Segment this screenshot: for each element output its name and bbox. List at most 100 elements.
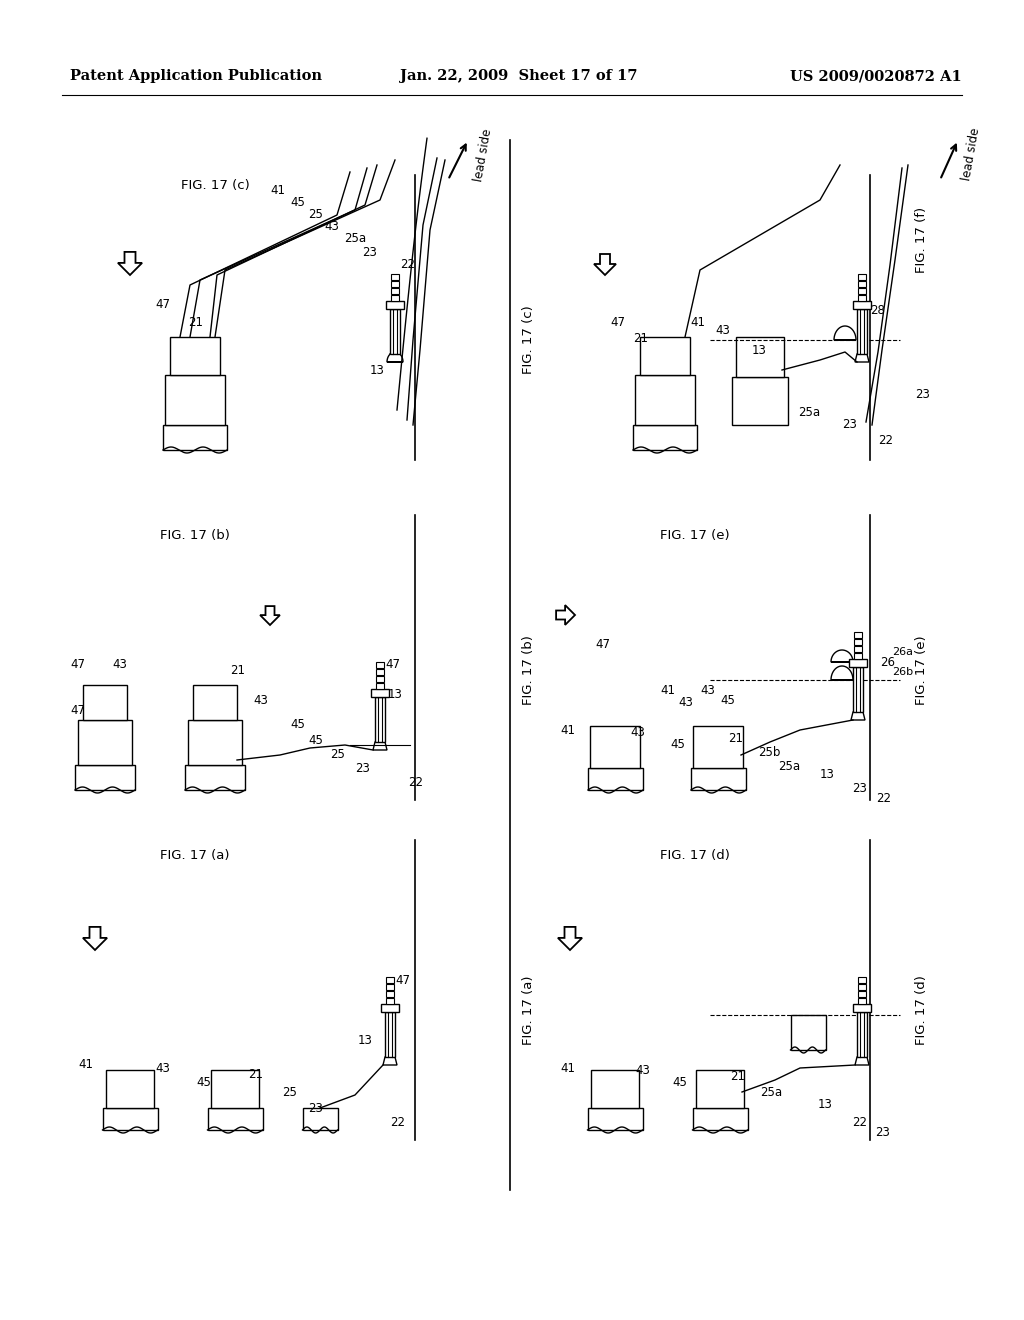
Bar <box>858 983 866 990</box>
Text: 45: 45 <box>290 718 305 731</box>
Text: 43: 43 <box>630 726 645 738</box>
Text: 43: 43 <box>678 696 693 709</box>
Bar <box>83 685 127 719</box>
Bar <box>692 1107 748 1130</box>
Bar <box>858 991 866 997</box>
Bar <box>376 682 384 689</box>
Text: FIG. 17 (d): FIG. 17 (d) <box>915 975 928 1045</box>
Text: 23: 23 <box>915 388 930 401</box>
Bar <box>385 1012 395 1057</box>
Text: 13: 13 <box>358 1034 373 1047</box>
Text: 45: 45 <box>196 1076 211 1089</box>
Bar <box>386 301 404 309</box>
Bar <box>858 294 866 301</box>
Text: FIG. 17 (a): FIG. 17 (a) <box>160 849 229 862</box>
Bar <box>106 1071 154 1107</box>
Text: 47: 47 <box>395 974 410 986</box>
Text: 25a: 25a <box>778 760 800 774</box>
Polygon shape <box>118 252 142 275</box>
Text: 45: 45 <box>720 693 735 706</box>
Text: 21: 21 <box>728 731 743 744</box>
Bar <box>391 281 399 286</box>
Bar <box>853 1005 871 1012</box>
Bar <box>163 425 227 450</box>
Text: Jan. 22, 2009  Sheet 17 of 17: Jan. 22, 2009 Sheet 17 of 17 <box>400 69 638 83</box>
Text: 13: 13 <box>370 363 385 376</box>
Bar <box>386 983 394 990</box>
Text: 26: 26 <box>880 656 895 668</box>
Text: 23: 23 <box>842 418 857 432</box>
Text: 41: 41 <box>660 684 675 697</box>
Text: 45: 45 <box>308 734 323 747</box>
Bar <box>193 685 237 719</box>
Text: 22: 22 <box>876 792 891 804</box>
Text: 21: 21 <box>633 331 648 345</box>
Text: 23: 23 <box>362 246 377 259</box>
Bar <box>391 288 399 294</box>
Bar <box>590 726 640 768</box>
Text: 41: 41 <box>560 1061 575 1074</box>
Text: 43: 43 <box>155 1061 170 1074</box>
Bar <box>857 309 867 354</box>
Text: 41: 41 <box>78 1059 93 1072</box>
Text: 45: 45 <box>670 738 685 751</box>
Text: 25: 25 <box>308 207 323 220</box>
Bar <box>732 378 788 425</box>
Bar <box>693 726 743 768</box>
Text: 45: 45 <box>672 1077 687 1089</box>
Text: FIG. 17 (c): FIG. 17 (c) <box>522 306 535 375</box>
Text: 43: 43 <box>635 1064 650 1077</box>
Polygon shape <box>556 605 575 624</box>
Text: 41: 41 <box>560 723 575 737</box>
Bar <box>635 375 695 425</box>
Bar <box>857 1012 867 1057</box>
Bar <box>854 632 862 638</box>
Text: 43: 43 <box>715 323 730 337</box>
Text: 13: 13 <box>388 689 402 701</box>
Text: lead side: lead side <box>472 128 494 182</box>
Bar <box>736 337 784 378</box>
Polygon shape <box>851 711 865 719</box>
Bar <box>588 768 643 789</box>
Bar <box>391 275 399 280</box>
Text: 25b: 25b <box>758 747 780 759</box>
Polygon shape <box>373 742 387 750</box>
Polygon shape <box>387 352 403 362</box>
Bar <box>376 669 384 675</box>
Text: 22: 22 <box>408 776 423 788</box>
Text: 23: 23 <box>355 762 370 775</box>
Text: 25: 25 <box>330 748 345 762</box>
Text: FIG. 17 (b): FIG. 17 (b) <box>522 635 535 705</box>
Text: 21: 21 <box>188 315 203 329</box>
Bar <box>391 294 399 301</box>
Bar <box>185 766 245 789</box>
Bar <box>376 663 384 668</box>
Text: 43: 43 <box>112 659 127 672</box>
Bar <box>858 275 866 280</box>
Text: FIG. 17 (b): FIG. 17 (b) <box>160 528 230 541</box>
Bar <box>791 1015 825 1049</box>
Text: 47: 47 <box>385 659 400 672</box>
Text: lead side: lead side <box>961 127 982 181</box>
Bar <box>386 998 394 1005</box>
Bar <box>849 659 867 667</box>
Text: 25a: 25a <box>344 231 367 244</box>
Bar <box>854 653 862 659</box>
Text: 43: 43 <box>700 684 715 697</box>
Polygon shape <box>855 1057 869 1065</box>
Text: FIG. 17 (f): FIG. 17 (f) <box>915 207 928 273</box>
Polygon shape <box>388 354 402 362</box>
Polygon shape <box>855 354 869 362</box>
Bar <box>858 281 866 286</box>
Bar <box>188 719 242 766</box>
Bar <box>854 645 862 652</box>
Bar <box>858 998 866 1005</box>
Text: 47: 47 <box>610 315 625 329</box>
Bar <box>211 1071 259 1107</box>
Text: FIG. 17 (a): FIG. 17 (a) <box>522 975 535 1044</box>
Text: 41: 41 <box>270 183 285 197</box>
Bar <box>165 375 225 425</box>
Bar <box>633 425 697 450</box>
Bar <box>375 697 385 742</box>
Bar <box>854 639 862 645</box>
